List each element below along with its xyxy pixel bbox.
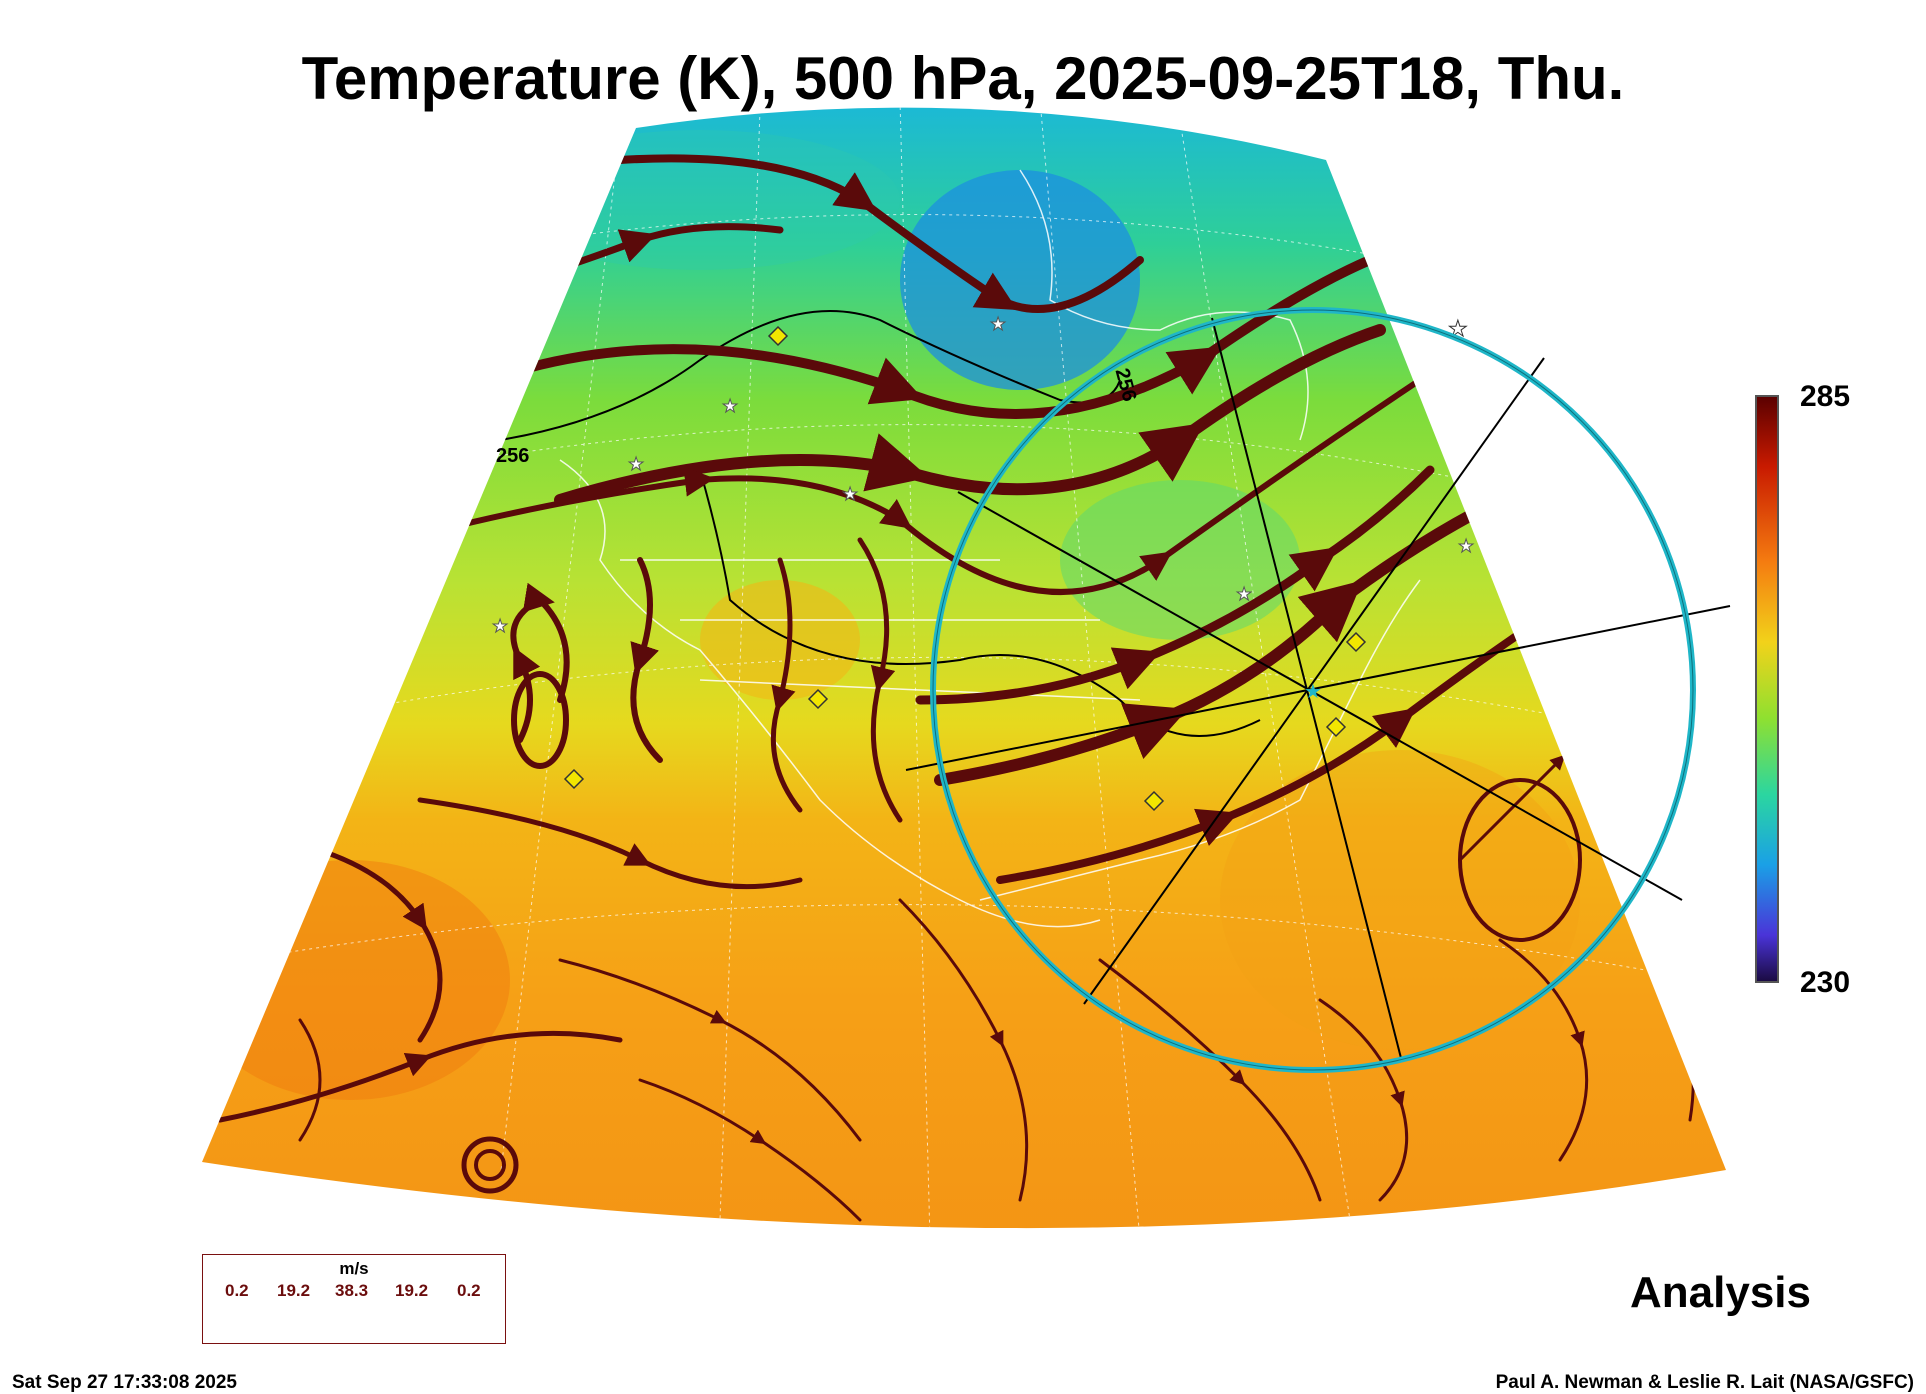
temperature-field: ★ ★ ★ ★ ★ ★ ★ [202, 107, 1726, 1229]
svg-text:★: ★ [1236, 584, 1252, 605]
legend-value: 19.2 [395, 1281, 429, 1300]
radius-circle-edge [932, 309, 1694, 1071]
center-star-marker: ★ [1304, 679, 1322, 703]
svg-text:★: ★ [722, 396, 738, 417]
wind-speed-legend: m/s 0.2 19.2 38.3 19.2 0.2 [202, 1254, 506, 1344]
streamlines [217, 154, 1695, 1222]
svg-text:★: ★ [492, 616, 508, 637]
cross-section-lines [905, 317, 1731, 1063]
svg-text:★: ★ [1458, 536, 1474, 557]
diamond-markers [563, 325, 1367, 812]
product-label: Analysis [1630, 1268, 1811, 1317]
contour-label: 256 [496, 445, 529, 467]
map-title: Temperature (K), 500 hPa, 2025-09-25T18,… [301, 45, 1625, 112]
colorbar-max-label: 285 [1800, 380, 1851, 413]
footer-timestamp: Sat Sep 27 17:33:08 2025 [12, 1372, 237, 1393]
legend-value: 19.2 [277, 1281, 311, 1300]
svg-text:★: ★ [628, 454, 644, 475]
footer-credit: Paul A. Newman & Leslie R. Lait (NASA/GS… [1495, 1372, 1914, 1393]
legend-value: 0.2 [225, 1281, 249, 1300]
svg-text:★: ★ [990, 314, 1006, 335]
colorbar-min-label: 230 [1800, 966, 1851, 999]
legend-units: m/s [339, 1259, 369, 1278]
star-markers: ★ ★ ★ ★ ★ ★ ★ [492, 314, 1475, 638]
legend-value: 0.2 [457, 1281, 481, 1300]
legend-value: 38.3 [335, 1281, 369, 1300]
colorbar [1755, 395, 1779, 983]
svg-text:★: ★ [842, 484, 858, 505]
